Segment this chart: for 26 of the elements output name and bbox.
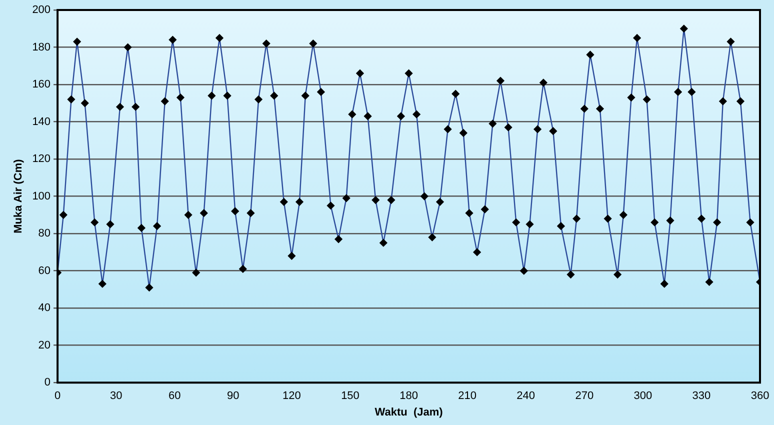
- x-tick-label: 90: [227, 390, 240, 402]
- y-tick-label: 180: [32, 41, 51, 54]
- x-tick-label: 180: [400, 390, 418, 402]
- y-tick-label: 40: [38, 302, 51, 314]
- y-tick-label: 140: [32, 116, 51, 128]
- x-axis-title: Waktu (Jam): [374, 406, 444, 418]
- x-tick-label: 360: [750, 390, 770, 402]
- x-tick-label: 240: [516, 390, 536, 402]
- x-tick-label: 150: [341, 390, 360, 402]
- y-axis-title: Muka Air (Cm): [12, 158, 25, 234]
- y-tick-label: 80: [38, 228, 51, 240]
- x-tick-label: 210: [458, 390, 476, 402]
- x-tick-label: 270: [575, 390, 594, 402]
- y-tick-label: 20: [38, 339, 51, 352]
- x-tick-label: 330: [692, 390, 711, 402]
- x-tick-label: 300: [634, 390, 652, 402]
- y-tick-label: 120: [32, 153, 51, 166]
- x-tick-label: 120: [282, 390, 301, 402]
- x-tick-label: 0: [54, 390, 61, 402]
- x-tick-label: 30: [110, 390, 122, 402]
- y-tick-label: 60: [38, 264, 51, 277]
- y-tick-label: 160: [32, 78, 51, 91]
- x-tick-label: 60: [168, 390, 181, 402]
- y-tick-label: 200: [32, 4, 51, 16]
- y-tick-label: 100: [32, 190, 51, 202]
- y-tick-label: 0: [44, 376, 51, 389]
